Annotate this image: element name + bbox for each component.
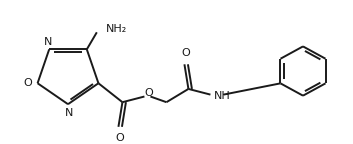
Text: N: N [44, 37, 52, 47]
Text: N: N [65, 108, 73, 118]
Text: O: O [115, 133, 124, 143]
Text: NH: NH [214, 91, 230, 101]
Text: O: O [23, 78, 32, 88]
Text: NH₂: NH₂ [106, 23, 127, 34]
Text: O: O [181, 48, 190, 58]
Text: O: O [144, 88, 153, 98]
